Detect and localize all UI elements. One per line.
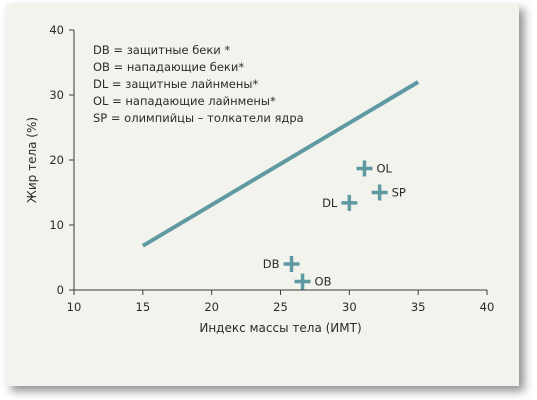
x-tick-label: 15 [136, 300, 151, 314]
legend-line: OB = нападающие беки* [93, 60, 244, 74]
series [141, 80, 420, 248]
point-label-ob: OB [315, 275, 332, 289]
chart-card [6, 4, 519, 386]
point-label-ol: OL [376, 161, 392, 175]
x-tick-label: 35 [411, 300, 426, 314]
x-tick-label: 25 [273, 300, 288, 314]
legend-line: DL = защитные лайнмены* [93, 77, 258, 91]
y-tick-label: 30 [49, 88, 64, 102]
y-tick-label: 0 [57, 283, 64, 297]
x-tick-label: 30 [342, 300, 357, 314]
x-tick-label: 40 [480, 300, 495, 314]
y-tick-label: 40 [49, 23, 64, 37]
legend-line: DB = защитные беки * [93, 43, 230, 57]
point-label-sp: SP [392, 186, 406, 200]
point-label-db: DB [263, 257, 280, 271]
y-tick-label: 10 [49, 218, 64, 232]
y-ticks: 0 10 20 30 40 [49, 23, 74, 297]
y-tick-label: 20 [49, 153, 64, 167]
legend-line: SP = олимпийцы – толкатели ядра [93, 111, 304, 125]
x-tick-label: 10 [67, 300, 82, 314]
legend-line: OL = нападающие лайнмены* [93, 94, 276, 108]
x-tick-label: 20 [204, 300, 219, 314]
x-axis-title: Индекс массы тела (ИМТ) [199, 321, 361, 335]
point-label-dl: DL [322, 196, 338, 210]
y-axis-title: Жир тела (%) [25, 117, 39, 203]
legend: DB = защитные беки * OB = нападающие беки… [93, 43, 304, 125]
x-ticks: 10 15 20 25 30 35 40 [67, 290, 495, 314]
trend-line [141, 80, 420, 248]
